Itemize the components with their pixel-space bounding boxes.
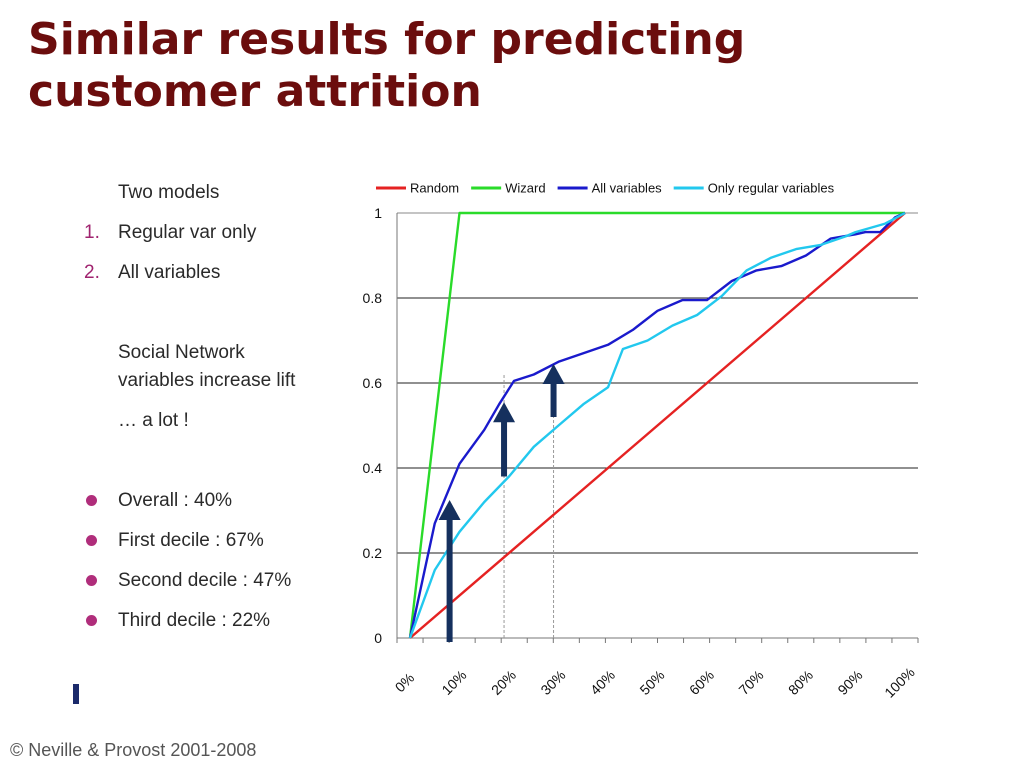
- x-tick-label: 80%: [785, 667, 816, 698]
- slide-marker: [73, 684, 79, 704]
- model-number-2: 2.: [84, 262, 100, 283]
- series-line-all-variables: [408, 211, 906, 639]
- y-tick-label: 0.8: [363, 290, 383, 306]
- model-label-1: Regular var only: [118, 222, 257, 243]
- title-line-2: customer attrition: [28, 66, 482, 117]
- a-lot-text: … a lot !: [118, 410, 189, 431]
- legend-label-2: Wizard: [505, 181, 545, 196]
- social-network-line-1: Social Network: [118, 342, 245, 363]
- bullet-dot-icon: [86, 615, 97, 626]
- series-line-random: [409, 212, 906, 639]
- bullet-text-overall: Overall : 40%: [118, 490, 233, 511]
- x-tick-label: 100%: [881, 664, 918, 701]
- y-tick-label: 0.6: [363, 375, 383, 391]
- y-tick-label: 0.4: [363, 460, 383, 476]
- social-network-line-2: variables increase lift: [118, 370, 296, 391]
- x-tick-label: 20%: [488, 667, 519, 698]
- y-tick-label: 0.2: [363, 545, 383, 561]
- arrow-up-icon: [542, 364, 565, 384]
- model-number-1: 1.: [84, 222, 100, 243]
- page-title: Similar results for predicting customer …: [28, 14, 928, 118]
- bullet-text-second-decile: Second decile : 47%: [118, 570, 292, 591]
- arrow-up-icon: [438, 500, 461, 520]
- x-tick-label: 10%: [438, 667, 469, 698]
- x-tick-label: 40%: [587, 667, 618, 698]
- x-tick-label: 30%: [537, 667, 568, 698]
- x-tick-label: 90%: [834, 667, 865, 698]
- x-tick-label: 0%: [392, 670, 418, 696]
- y-tick-label: 1: [374, 205, 382, 221]
- legend-label-4: Only regular variables: [708, 181, 835, 196]
- series-line-wizard: [408, 211, 905, 639]
- series-line-only-regular-variables: [408, 211, 906, 639]
- bullet-text-first-decile: First decile : 67%: [118, 530, 264, 551]
- x-tick-label: 50%: [636, 667, 667, 698]
- x-tick-label: 70%: [735, 667, 766, 698]
- bullet-dot-icon: [86, 535, 97, 546]
- y-tick-label: 0: [374, 630, 382, 646]
- bullet-dot-icon: [86, 495, 97, 506]
- legend-label-3: All variables: [592, 181, 663, 196]
- model-label-2: All variables: [118, 262, 221, 283]
- bullet-text-third-decile: Third decile : 22%: [118, 610, 271, 631]
- title-line-1: Similar results for predicting: [28, 14, 746, 65]
- copyright-footer: © Neville & Provost 2001-2008: [10, 740, 257, 760]
- arrow-up-icon: [493, 402, 516, 423]
- models-heading: Two models: [118, 182, 220, 203]
- x-tick-label: 60%: [686, 667, 717, 698]
- bullet-dot-icon: [86, 575, 97, 586]
- legend-label-1: Random: [410, 181, 459, 196]
